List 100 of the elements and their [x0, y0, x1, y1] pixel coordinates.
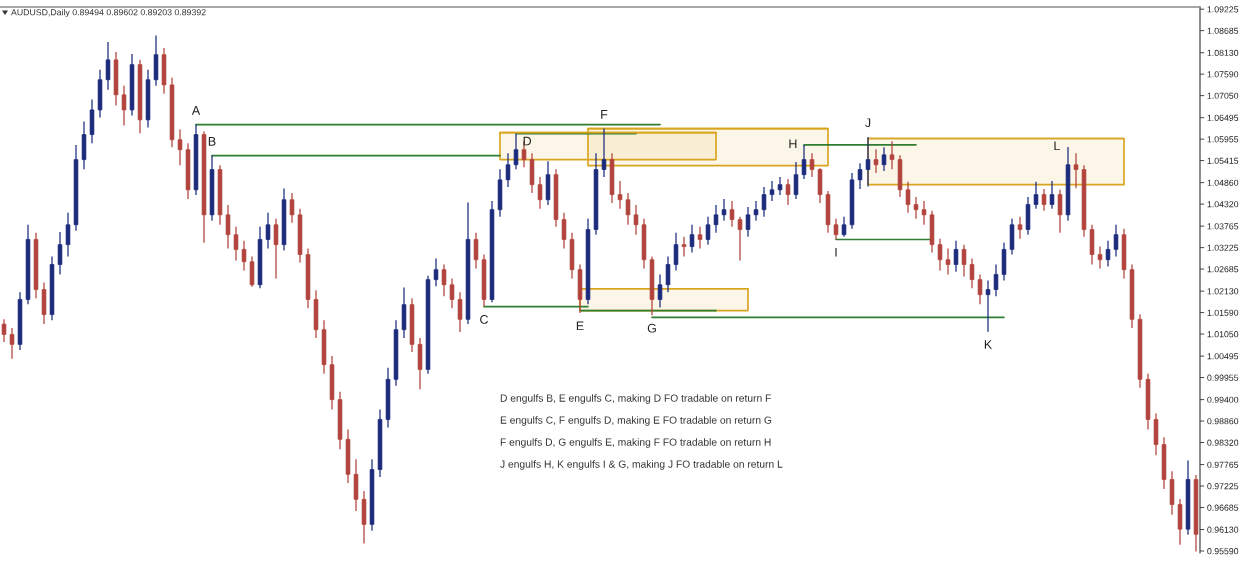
candlestick [449, 277, 455, 309]
candlestick [977, 273, 983, 305]
y-tick-label: 0.98320 [1207, 439, 1239, 446]
candlestick [265, 212, 271, 250]
y-tick-label: 0.99400 [1207, 396, 1239, 403]
candlestick [769, 180, 775, 202]
candlestick [721, 198, 727, 222]
candlestick [945, 247, 951, 276]
y-tick-label: 1.03225 [1207, 244, 1239, 251]
candlestick [889, 140, 895, 170]
candlestick [473, 232, 479, 270]
candlestick [249, 255, 255, 288]
y-tick-label: 0.97225 [1207, 483, 1239, 490]
candlestick [441, 263, 447, 297]
y-tick-label: 1.00495 [1207, 353, 1239, 360]
candlestick [993, 263, 999, 297]
candlestick [673, 232, 679, 272]
candlestick [793, 161, 799, 200]
candlestick [105, 41, 111, 91]
y-tick-label: 1.04320 [1207, 201, 1239, 208]
candlestick [1073, 152, 1079, 189]
candlestick [513, 133, 519, 170]
candlestick [1057, 189, 1063, 234]
y-tick-label: 0.95590 [1207, 548, 1239, 555]
text: H [789, 139, 797, 149]
text: G [647, 323, 656, 333]
text: B [208, 137, 216, 146]
y-tick-label: 1.01590 [1207, 309, 1239, 316]
annotation: F engulfs D, G engulfs E, making F FO tradable on return H [500, 438, 771, 448]
candlestick [1041, 188, 1047, 212]
text: K [984, 340, 993, 349]
y-tick-label: 1.05955 [1207, 136, 1239, 143]
candlestick [961, 244, 967, 278]
y-tick-label: 1.09225 [1207, 6, 1239, 13]
candlestick [801, 144, 807, 180]
y-tick-label: 1.02130 [1207, 288, 1239, 295]
candlestick [753, 200, 759, 222]
y-tick-label: 0.97765 [1207, 461, 1239, 468]
candlestick [1049, 180, 1055, 210]
candlestick [913, 196, 919, 220]
candlestick [65, 212, 71, 258]
text: F [601, 110, 608, 119]
y-tick-label: 1.08685 [1207, 27, 1239, 34]
y-tick-label: 0.99955 [1207, 374, 1239, 381]
candlestick [809, 152, 815, 178]
candlestick [881, 146, 887, 172]
y-tick-label: 0.96685 [1207, 504, 1239, 511]
y-tick-label: 1.05415 [1207, 157, 1239, 164]
candlestick [857, 162, 863, 190]
candlestick [457, 291, 463, 333]
candlestick [713, 204, 719, 234]
candlestick [969, 257, 975, 289]
candlestick [1113, 224, 1119, 258]
candlestick [1105, 240, 1111, 268]
y-tick-label: 1.01050 [1207, 331, 1239, 338]
candlestick [761, 186, 767, 218]
candlestick [705, 216, 711, 246]
candlestick [785, 178, 791, 206]
candlestick [921, 200, 927, 226]
annotation: J engulfs H, K engulfs I & G, making J FO tradable on return L [500, 460, 783, 470]
candlestick [433, 257, 439, 287]
y-tick-label: 1.08130 [1207, 49, 1239, 56]
candlestick [841, 216, 847, 238]
annotation: E engulfs C, F engulfs D, making E FO tradable on return G [500, 416, 772, 426]
text: I [835, 247, 837, 257]
candlestick [737, 216, 743, 262]
candlestick [953, 240, 959, 273]
text: E [576, 321, 584, 331]
candlestick [1, 318, 7, 343]
candlestick [617, 180, 623, 210]
candlestick [233, 226, 239, 262]
text: C [480, 315, 489, 324]
y-tick-label: 0.96130 [1207, 526, 1239, 533]
annotation: D engulfs B, E engulfs C, making D FO tradable on return F [500, 394, 771, 404]
candlestick [985, 279, 991, 333]
candlestick [273, 218, 279, 280]
candlestick [289, 192, 295, 224]
candlestick [9, 327, 15, 360]
y-tick-label: 0.98860 [1207, 418, 1239, 425]
candlestick [865, 136, 871, 188]
candlestick [937, 238, 943, 272]
candlestick [665, 255, 671, 293]
candlestick [177, 128, 183, 166]
candlestick [697, 226, 703, 250]
text: L [1054, 141, 1060, 151]
candlestick [905, 181, 911, 214]
text: D [523, 136, 532, 146]
candlestick [537, 176, 543, 210]
candlestick [681, 236, 687, 258]
candlestick [777, 176, 783, 196]
candlestick [601, 127, 607, 178]
candlestick [1017, 216, 1023, 240]
candlestick [57, 231, 63, 276]
y-tick-label: 1.03765 [1207, 223, 1239, 230]
candlestick [1033, 181, 1039, 210]
candlestick [729, 200, 735, 228]
y-tick-label: 1.07590 [1207, 71, 1239, 78]
text: A [191, 106, 201, 115]
candlestick [505, 152, 511, 188]
candlestick [625, 192, 631, 226]
